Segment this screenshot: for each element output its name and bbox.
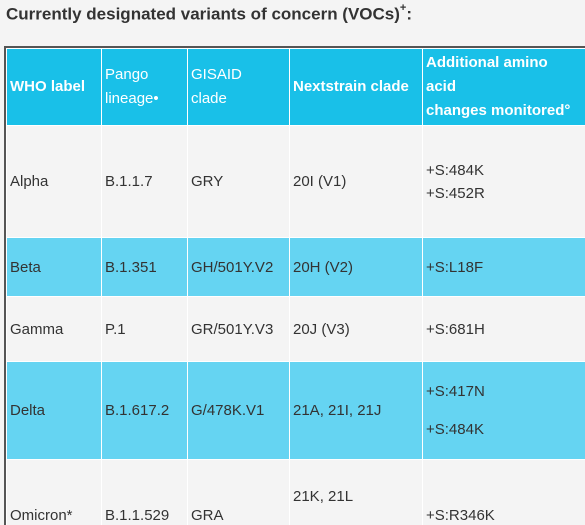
title-text: Currently designated variants of concern… bbox=[6, 4, 400, 24]
title-superscript: + bbox=[399, 2, 407, 14]
table-header-row: WHO label Pango lineage• GISAID clade bbox=[6, 48, 585, 126]
cell-who-label: Gamma bbox=[6, 296, 102, 362]
page-title: Currently designated variants of concern… bbox=[6, 2, 413, 25]
mutation-item: +S:417N bbox=[426, 382, 485, 400]
mutation-item: +S:L18F bbox=[426, 258, 484, 276]
cell-gisaid-clade: GH/501Y.V2 bbox=[187, 237, 290, 297]
table-row: Omicron* B.1.1.529 GRA 21K, 21L +S:R346K bbox=[6, 459, 585, 525]
mutation-item: +S:484K bbox=[426, 420, 484, 438]
cell-mutations: +S:R346K bbox=[422, 459, 585, 525]
cell-nextstrain-clade: 20J (V3) bbox=[289, 296, 423, 362]
header-pango-line1: Pango bbox=[105, 66, 149, 83]
cell-mutations: +S:L18F bbox=[422, 237, 585, 297]
table-row: Alpha B.1.1.7 GRY 20I (V1) +S:484K +S:45… bbox=[6, 125, 585, 238]
omicron-pango-text: B.1.1.529 bbox=[105, 507, 170, 524]
cell-who-label: Alpha bbox=[6, 125, 102, 238]
table-row: Delta B.1.617.2 G/478K.V1 21A, 21I, 21J … bbox=[6, 361, 585, 460]
cell-who-label: Delta bbox=[6, 361, 102, 460]
cell-nextstrain-clade: 21K, 21L bbox=[289, 459, 423, 525]
cell-gisaid-clade: GRA bbox=[187, 459, 290, 525]
cell-pango-lineage: B.1.1.7 bbox=[101, 125, 188, 238]
header-gisaid-line1: GISAID bbox=[191, 66, 242, 83]
header-additional-line2: acid bbox=[426, 78, 457, 95]
cell-pango-lineage: B.1.351 bbox=[101, 237, 188, 297]
header-gisaid-line2: clade bbox=[191, 90, 227, 107]
mutation-item: +S:452R bbox=[426, 184, 485, 202]
cell-gisaid-clade: G/478K.V1 bbox=[187, 361, 290, 460]
cell-nextstrain-clade: 20H (V2) bbox=[289, 237, 423, 297]
voc-table-container: WHO label Pango lineage• GISAID clade bbox=[4, 46, 585, 525]
cell-gisaid-clade: GR/501Y.V3 bbox=[187, 296, 290, 362]
mutation-item: +S:R346K bbox=[426, 507, 495, 524]
cell-mutations: +S:681H bbox=[422, 296, 585, 362]
header-nextstrain-clade: Nextstrain clade bbox=[289, 48, 423, 126]
cell-pango-lineage: B.1.617.2 bbox=[101, 361, 188, 460]
header-who-label: WHO label bbox=[6, 48, 102, 126]
cell-pango-lineage: B.1.1.529 bbox=[101, 459, 188, 525]
cell-pango-lineage: P.1 bbox=[101, 296, 188, 362]
cell-who-label: Beta bbox=[6, 237, 102, 297]
omicron-who-text: Omicron* bbox=[10, 507, 73, 524]
voc-table: WHO label Pango lineage• GISAID clade bbox=[6, 48, 585, 525]
table-row: Gamma P.1 GR/501Y.V3 20J (V3) +S:681H bbox=[6, 296, 585, 362]
header-additional-changes: Additional amino acid changes monitored° bbox=[422, 48, 585, 126]
header-gisaid-clade: GISAID clade bbox=[187, 48, 290, 126]
mutation-item: +S:484K bbox=[426, 161, 484, 179]
cell-mutations: +S:484K +S:452R bbox=[422, 125, 585, 238]
mutation-item: +S:681H bbox=[426, 320, 485, 338]
header-pango-lineage: Pango lineage• bbox=[101, 48, 188, 126]
cell-who-label: Omicron* bbox=[6, 459, 102, 525]
cell-gisaid-clade: GRY bbox=[187, 125, 290, 238]
header-pango-line2: lineage• bbox=[105, 90, 159, 107]
cell-nextstrain-clade: 21A, 21I, 21J bbox=[289, 361, 423, 460]
title-suffix: : bbox=[406, 4, 413, 24]
cell-nextstrain-clade: 20I (V1) bbox=[289, 125, 423, 238]
omicron-nextstrain-text: 21K, 21L bbox=[293, 488, 354, 505]
table-row: Beta B.1.351 GH/501Y.V2 20H (V2) +S:L18F bbox=[6, 237, 585, 297]
header-additional-line1: Additional amino bbox=[426, 54, 548, 71]
header-additional-line3: changes monitored° bbox=[426, 102, 571, 119]
omicron-gisaid-text: GRA bbox=[191, 507, 224, 524]
cell-mutations: +S:417N +S:484K bbox=[422, 361, 585, 460]
